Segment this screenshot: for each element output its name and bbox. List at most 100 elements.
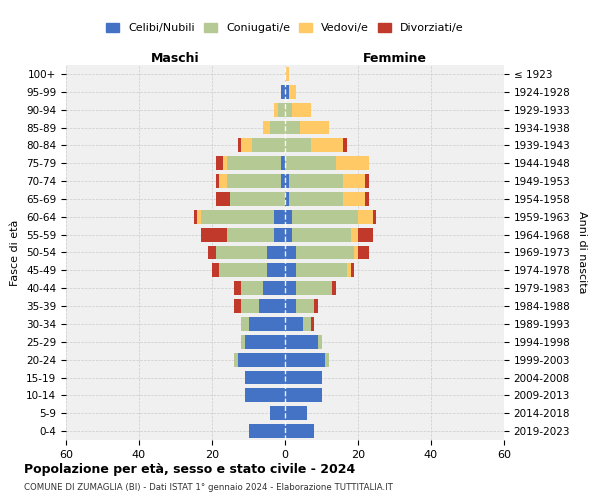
Bar — [194, 210, 197, 224]
Text: COMUNE DI ZUMAGLIA (BI) - Dati ISTAT 1° gennaio 2024 - Elaborazione TUTTITALIA.I: COMUNE DI ZUMAGLIA (BI) - Dati ISTAT 1° … — [24, 484, 393, 492]
Bar — [296, 264, 347, 278]
Bar — [281, 174, 285, 188]
Bar — [285, 264, 296, 278]
Bar — [248, 424, 285, 438]
Bar — [245, 335, 285, 349]
Bar — [289, 174, 343, 188]
Bar — [311, 138, 343, 152]
Bar — [285, 174, 289, 188]
Bar — [271, 406, 285, 420]
Bar — [220, 264, 267, 278]
Bar — [197, 210, 201, 224]
Bar — [267, 264, 285, 278]
Bar — [212, 264, 220, 278]
Bar — [285, 156, 336, 170]
Bar — [241, 281, 263, 295]
Bar — [336, 156, 369, 170]
Bar — [285, 335, 318, 349]
Bar — [318, 335, 322, 349]
Bar — [274, 102, 278, 117]
Text: Popolazione per età, sesso e stato civile - 2024: Popolazione per età, sesso e stato civil… — [24, 462, 355, 475]
Bar — [296, 299, 314, 313]
Bar — [325, 352, 329, 366]
Bar — [281, 156, 285, 170]
Bar — [230, 192, 285, 206]
Bar — [245, 370, 285, 384]
Bar — [208, 246, 215, 260]
Bar — [289, 192, 343, 206]
Bar — [285, 210, 292, 224]
Bar — [215, 156, 223, 170]
Y-axis label: Anni di nascita: Anni di nascita — [577, 211, 587, 294]
Bar — [311, 317, 314, 331]
Bar — [263, 120, 271, 134]
Bar — [358, 228, 373, 241]
Bar — [285, 85, 289, 99]
Bar — [267, 246, 285, 260]
Bar — [303, 317, 311, 331]
Bar — [358, 246, 369, 260]
Bar — [271, 120, 285, 134]
Bar — [234, 281, 241, 295]
Bar — [227, 174, 281, 188]
Bar — [223, 156, 227, 170]
Bar — [281, 85, 285, 99]
Bar — [285, 406, 307, 420]
Text: Maschi: Maschi — [151, 52, 200, 65]
Bar — [227, 228, 274, 241]
Bar — [296, 281, 332, 295]
Bar — [285, 281, 296, 295]
Bar — [299, 120, 329, 134]
Bar — [227, 156, 281, 170]
Bar — [245, 388, 285, 402]
Text: Femmine: Femmine — [362, 52, 427, 65]
Legend: Celibi/Nubili, Coniugati/e, Vedovi/e, Divorziati/e: Celibi/Nubili, Coniugati/e, Vedovi/e, Di… — [102, 18, 468, 38]
Bar — [285, 138, 311, 152]
Bar — [241, 317, 248, 331]
Bar — [285, 246, 296, 260]
Bar — [278, 102, 285, 117]
Bar — [241, 335, 245, 349]
Bar — [285, 352, 325, 366]
Bar — [350, 264, 355, 278]
Bar — [285, 317, 303, 331]
Bar — [234, 352, 238, 366]
Bar — [343, 192, 365, 206]
Bar — [314, 299, 318, 313]
Bar — [252, 138, 285, 152]
Bar — [296, 246, 355, 260]
Bar — [285, 67, 289, 81]
Bar — [215, 174, 220, 188]
Bar — [285, 102, 292, 117]
Bar — [373, 210, 376, 224]
Bar — [285, 424, 314, 438]
Bar — [365, 174, 369, 188]
Bar — [238, 138, 241, 152]
Bar — [289, 85, 296, 99]
Bar — [263, 281, 285, 295]
Bar — [201, 228, 227, 241]
Bar — [285, 120, 299, 134]
Bar — [365, 192, 369, 206]
Bar — [355, 246, 358, 260]
Bar — [285, 388, 322, 402]
Bar — [241, 299, 259, 313]
Bar — [350, 228, 358, 241]
Bar — [248, 317, 285, 331]
Bar — [220, 174, 227, 188]
Bar — [238, 352, 285, 366]
Bar — [332, 281, 336, 295]
Bar — [343, 138, 347, 152]
Bar — [215, 192, 230, 206]
Bar — [259, 299, 285, 313]
Bar — [292, 210, 358, 224]
Y-axis label: Fasce di età: Fasce di età — [10, 220, 20, 286]
Bar — [234, 299, 241, 313]
Bar — [343, 174, 365, 188]
Bar — [285, 192, 289, 206]
Bar — [347, 264, 350, 278]
Bar — [285, 370, 322, 384]
Bar — [274, 210, 285, 224]
Bar — [215, 246, 267, 260]
Bar — [274, 228, 285, 241]
